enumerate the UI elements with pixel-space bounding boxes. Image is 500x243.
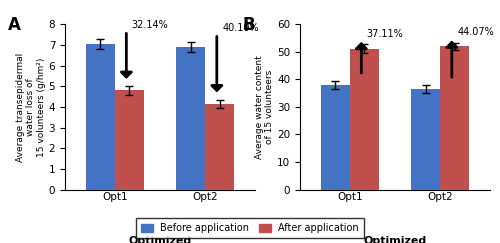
Bar [350,49,378,190]
Y-axis label: Average water content
of 15 volunteers: Average water content of 15 volunteers [255,55,274,159]
Text: Optimized
nanoemulsion: Optimized nanoemulsion [352,236,438,243]
Bar [115,90,143,190]
Legend: Before application, After application: Before application, After application [136,218,364,238]
Bar [205,104,234,190]
Bar [86,44,115,190]
Text: A: A [8,16,21,34]
Text: 37.11%: 37.11% [367,29,404,39]
Bar [440,46,469,190]
Bar [176,47,205,190]
Bar [321,85,350,190]
Text: 44.07%: 44.07% [457,27,494,37]
Text: 32.14%: 32.14% [132,20,168,30]
Y-axis label: Average transepidermal
water loss of
15 volunteers (g/hm²): Average transepidermal water loss of 15 … [16,52,46,162]
Text: B: B [243,16,256,34]
Bar [412,89,440,190]
Text: 40.10%: 40.10% [222,23,259,33]
Text: Optimized
nanoemulsion: Optimized nanoemulsion [116,236,204,243]
